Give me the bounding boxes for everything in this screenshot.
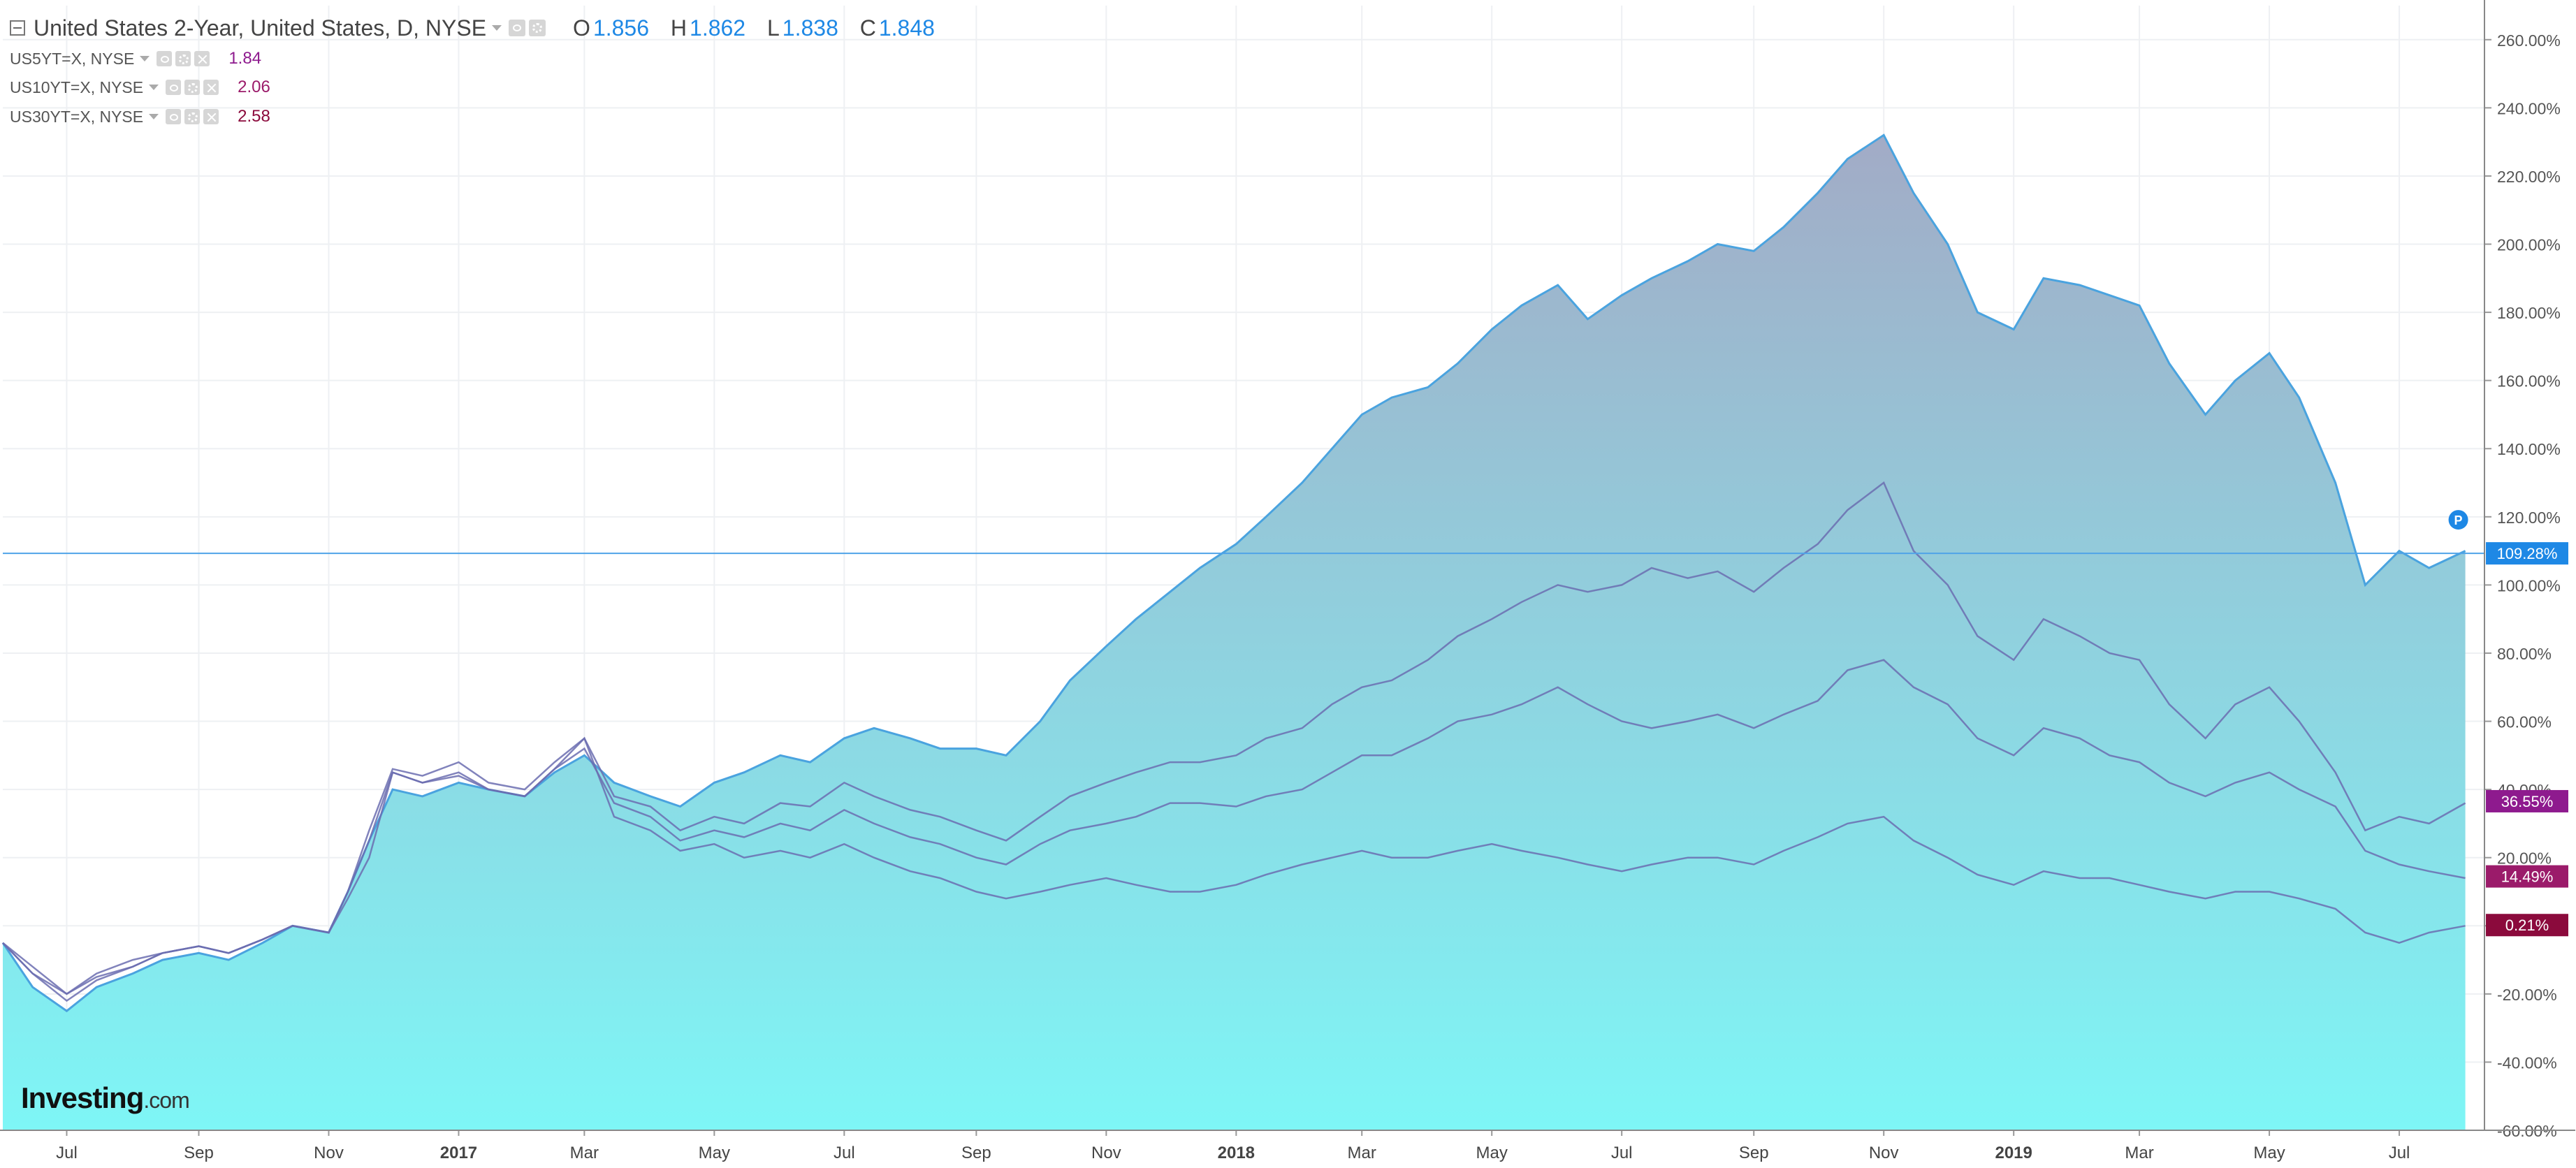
- legend-row-us30yt: US30YT=X, NYSE 2.58: [10, 104, 270, 129]
- open-value: 1.856: [592, 15, 650, 41]
- x-tick-label: Nov: [1091, 1144, 1121, 1162]
- settings-icon[interactable]: [175, 51, 191, 66]
- close-icon[interactable]: [194, 51, 210, 66]
- y-tick-label: 140.00%: [2497, 440, 2561, 458]
- close-icon[interactable]: [203, 109, 219, 124]
- settings-icon[interactable]: [184, 80, 201, 95]
- x-tick-label: Nov: [314, 1144, 344, 1162]
- x-tick-label: Mar: [1348, 1144, 1376, 1162]
- area-fill-us2y: [3, 135, 2466, 1130]
- legend-row-us5yt: US5YT=X, NYSE 1.84: [10, 46, 261, 71]
- open-label: O: [573, 15, 590, 41]
- high-value: 1.862: [690, 15, 746, 41]
- logo-name: Investing: [21, 1081, 144, 1114]
- x-tick-label: Mar: [570, 1144, 599, 1162]
- legend-value: 2.06: [238, 78, 270, 96]
- x-tick-label: Mar: [2125, 1144, 2153, 1162]
- price-marker-badge: [2448, 510, 2468, 530]
- eye-icon[interactable]: [509, 20, 526, 36]
- chevron-down-icon[interactable]: [140, 56, 150, 61]
- x-tick-label: Sep: [1739, 1144, 1769, 1162]
- low-value: 1.838: [782, 15, 838, 41]
- price-line: P: [3, 510, 2484, 555]
- x-tick-label: May: [699, 1144, 730, 1162]
- y-tick-label: 180.00%: [2497, 304, 2561, 322]
- last-value-label: 36.55%: [2501, 793, 2554, 810]
- y-tick-label: 100.00%: [2497, 576, 2561, 594]
- x-tick-label: Nov: [1869, 1144, 1899, 1162]
- series-line-us30yt-x: [2, 736, 2466, 995]
- investing-logo[interactable]: Investing.com: [21, 1081, 190, 1115]
- x-tick-label: Jul: [834, 1144, 855, 1162]
- high-label: H: [670, 15, 687, 41]
- close-label: C: [859, 15, 876, 41]
- eye-icon[interactable]: [157, 51, 173, 66]
- main-legend: United States 2-Year, United States, D, …: [10, 13, 935, 43]
- y-tick-label: 60.00%: [2497, 713, 2552, 731]
- x-tick-label: May: [1476, 1144, 1508, 1162]
- eye-icon[interactable]: [166, 109, 182, 124]
- last-value-label: 109.28%: [2497, 545, 2558, 562]
- collapse-icon[interactable]: [10, 20, 25, 36]
- line-series: [1, 133, 2466, 1013]
- logo-suffix: .com: [143, 1088, 189, 1113]
- series-line-us5yt-x: [2, 481, 2466, 995]
- eye-icon[interactable]: [166, 80, 182, 95]
- legend-value: 1.84: [228, 49, 262, 68]
- low-label: L: [766, 15, 780, 41]
- close-icon[interactable]: [203, 80, 219, 95]
- settings-icon[interactable]: [529, 20, 546, 36]
- chevron-down-icon[interactable]: [492, 25, 502, 31]
- last-value-label: 14.49%: [2501, 868, 2554, 886]
- x-tick-label: Jul: [56, 1144, 78, 1162]
- y-tick-label: 220.00%: [2497, 168, 2561, 186]
- series-line-us2y: [1, 133, 2466, 1013]
- y-tick-label: 200.00%: [2497, 236, 2561, 254]
- last-value-label: 0.21%: [2505, 917, 2549, 934]
- x-tick-label: 2019: [1995, 1144, 2032, 1162]
- chevron-down-icon[interactable]: [149, 85, 159, 90]
- legend-row-us10yt: US10YT=X, NYSE 2.06: [10, 75, 270, 100]
- area-series: [3, 135, 2466, 1130]
- x-tick-label: May: [2253, 1144, 2285, 1162]
- y-tick-label: 80.00%: [2497, 645, 2552, 663]
- legend-symbol[interactable]: US10YT=X, NYSE: [10, 78, 144, 96]
- ohlc-values: O 1.856 H 1.862 L 1.838 C 1.848: [558, 15, 935, 41]
- y-tick-label: 240.00%: [2497, 99, 2561, 117]
- settings-icon[interactable]: [184, 109, 201, 124]
- x-tick-label: Sep: [961, 1144, 991, 1162]
- x-tick-label: Sep: [184, 1144, 214, 1162]
- y-tick-label: -20.00%: [2497, 986, 2557, 1004]
- y-tick-label: 160.00%: [2497, 372, 2561, 390]
- last-value-badge: [2486, 914, 2568, 937]
- y-tick-label: 20.00%: [2497, 849, 2552, 868]
- chevron-down-icon[interactable]: [149, 114, 159, 119]
- close-value: 1.848: [878, 15, 935, 41]
- main-symbol-title[interactable]: United States 2-Year, United States, D, …: [34, 15, 487, 41]
- x-tick-label: 2018: [1218, 1144, 1255, 1162]
- y-tick-label: 260.00%: [2497, 31, 2561, 50]
- legend-symbol[interactable]: US30YT=X, NYSE: [10, 107, 144, 126]
- last-value-badge: [2486, 865, 2568, 888]
- last-value-badge: [2486, 542, 2568, 565]
- legend-value: 2.58: [238, 107, 270, 126]
- y-tick-label: -40.00%: [2497, 1053, 2557, 1072]
- x-tick-label: 2017: [440, 1144, 477, 1162]
- last-value-badge: [2486, 789, 2568, 812]
- price-marker-label: P: [2454, 513, 2463, 527]
- x-tick-label: Jul: [2389, 1144, 2410, 1162]
- legend-symbol[interactable]: US5YT=X, NYSE: [10, 49, 135, 68]
- x-tick-label: Jul: [1611, 1144, 1633, 1162]
- y-tick-label: 120.00%: [2497, 509, 2561, 527]
